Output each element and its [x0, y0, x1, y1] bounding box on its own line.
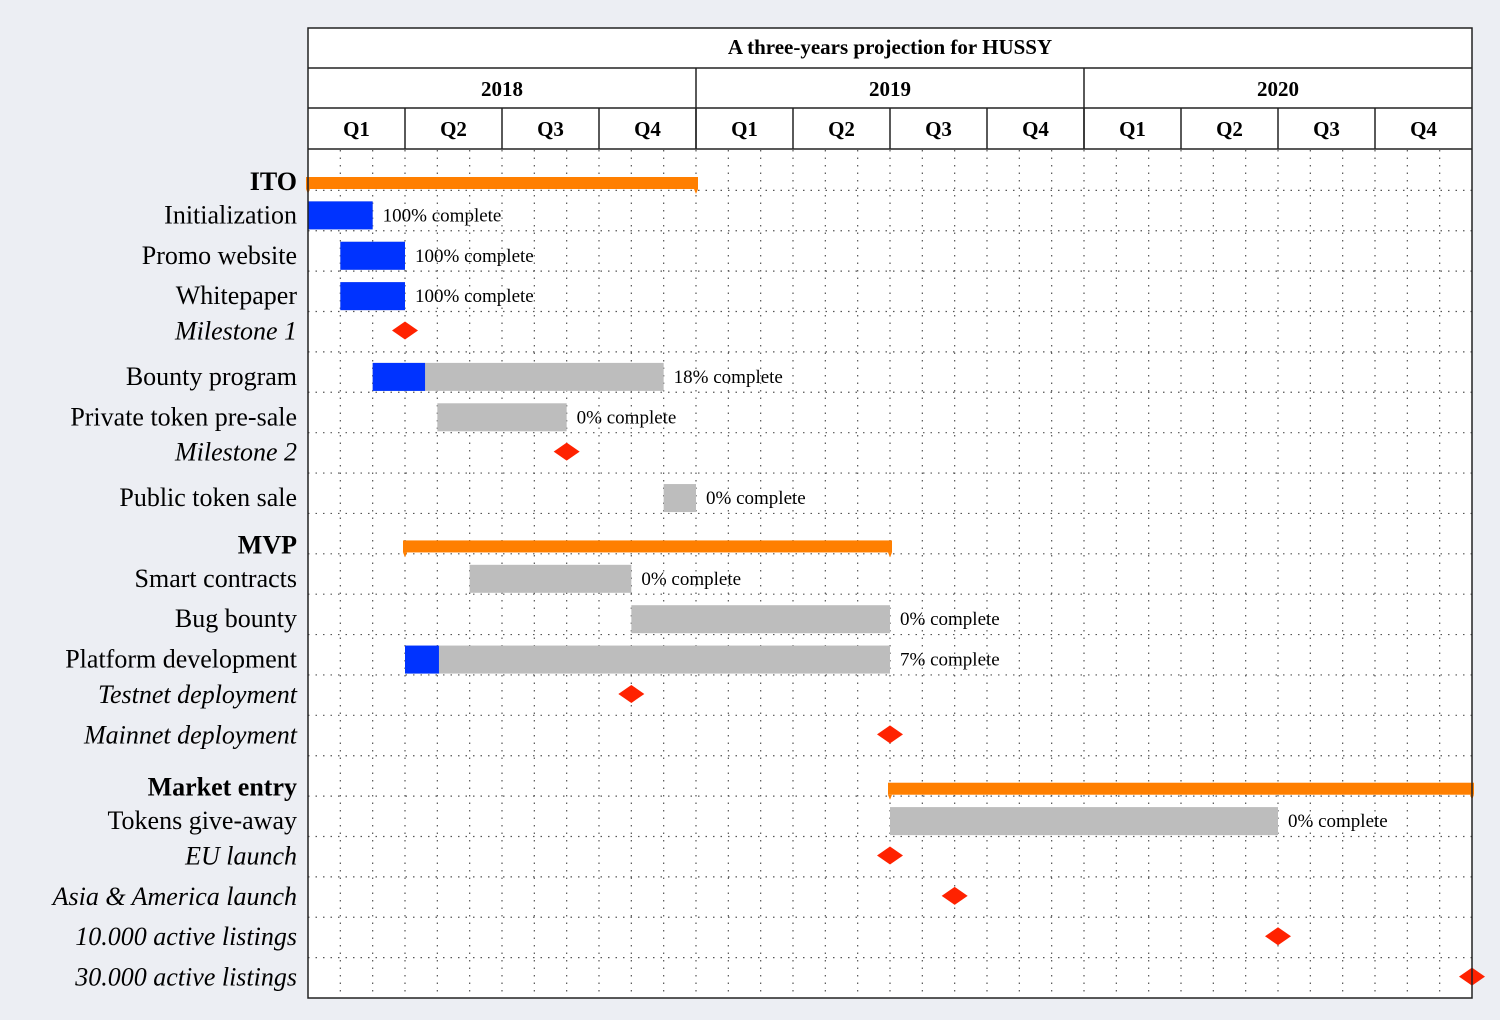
task-progress-bar [405, 645, 439, 674]
group-bar [403, 540, 892, 553]
year-label: 2019 [869, 77, 911, 101]
progress-label: 18% complete [674, 367, 783, 388]
group-label: ITO [250, 167, 297, 196]
progress-label: 0% complete [900, 609, 1000, 630]
group-label: Market entry [148, 773, 297, 802]
task-label: Bug bounty [175, 604, 297, 633]
task-bar [890, 807, 1278, 836]
group-bar [888, 782, 1474, 795]
milestone-diamond [618, 684, 645, 703]
progress-label: 0% complete [706, 488, 806, 509]
milestone-label: 30.000 active listings [74, 963, 297, 992]
task-bar [405, 645, 890, 674]
progress-label: 7% complete [900, 650, 1000, 671]
quarter-label: Q2 [828, 117, 855, 141]
task-label: Bounty program [126, 362, 297, 391]
task-bar [631, 605, 890, 634]
milestone-diamond [392, 321, 418, 340]
chart-marks: 100% complete 100% complete 100% complete 1… [306, 177, 1485, 986]
task-label: Tokens give-away [107, 806, 297, 835]
task-progress-bar [308, 201, 373, 230]
task-bar [437, 403, 567, 432]
milestone-label: Testnet deployment [98, 680, 298, 709]
milestone-label: Mainnet deployment [83, 720, 298, 749]
milestone-diamond [553, 442, 580, 461]
task-bar [469, 564, 632, 593]
milestone-label: 10.000 active listings [75, 922, 297, 951]
progress-label: 100% complete [415, 286, 534, 307]
year-label: 2020 [1257, 77, 1299, 101]
milestone-label: Asia & America launch [51, 882, 297, 911]
chart-border [307, 27, 1473, 999]
progress-label: 100% complete [383, 205, 502, 226]
quarter-label: Q1 [731, 117, 758, 141]
milestone-diamond [1265, 927, 1291, 946]
progress-label: 0% complete [641, 569, 741, 590]
quarter-label: Q2 [1216, 117, 1243, 141]
task-label: Smart contracts [135, 564, 297, 593]
quarter-label: Q4 [634, 117, 661, 141]
milestone-diamond [877, 725, 903, 744]
chart-header: A three-years projection for HUSSY 2018 2… [308, 35, 1472, 150]
task-progress-bar [340, 241, 405, 270]
milestone-diamond [877, 846, 903, 865]
quarter-label: Q1 [1119, 117, 1146, 141]
milestone-label: Milestone 2 [174, 438, 297, 467]
milestone-label: Milestone 1 [174, 317, 297, 346]
row-labels: ITO Initialization Promo website Whitepaper… [51, 167, 298, 992]
chart-background [308, 28, 1472, 998]
quarter-label: Q3 [925, 117, 952, 141]
task-label: Initialization [164, 200, 297, 229]
progress-label: 0% complete [577, 407, 677, 428]
quarter-label: Q1 [343, 117, 370, 141]
task-label: Public token sale [119, 483, 297, 512]
task-label: Private token pre-sale [70, 402, 297, 431]
chart-title: A three-years projection for HUSSY [728, 35, 1052, 59]
task-progress-bar [372, 362, 426, 391]
task-progress-bar [340, 282, 405, 311]
quarter-label: Q3 [537, 117, 564, 141]
milestone-label: EU launch [184, 841, 297, 870]
year-label: 2018 [481, 77, 523, 101]
task-label: Platform development [65, 645, 298, 674]
quarter-label: Q4 [1022, 117, 1049, 141]
task-label: Promo website [142, 241, 297, 270]
task-bar [663, 484, 696, 513]
quarter-label: Q2 [440, 117, 467, 141]
group-label: MVP [238, 530, 297, 559]
quarter-label: Q4 [1410, 117, 1437, 141]
task-label: Whitepaper [176, 281, 298, 310]
progress-label: 0% complete [1288, 811, 1388, 832]
quarter-label: Q3 [1313, 117, 1340, 141]
progress-label: 100% complete [415, 246, 534, 267]
milestone-diamond [941, 886, 968, 905]
group-bar [306, 177, 698, 189]
